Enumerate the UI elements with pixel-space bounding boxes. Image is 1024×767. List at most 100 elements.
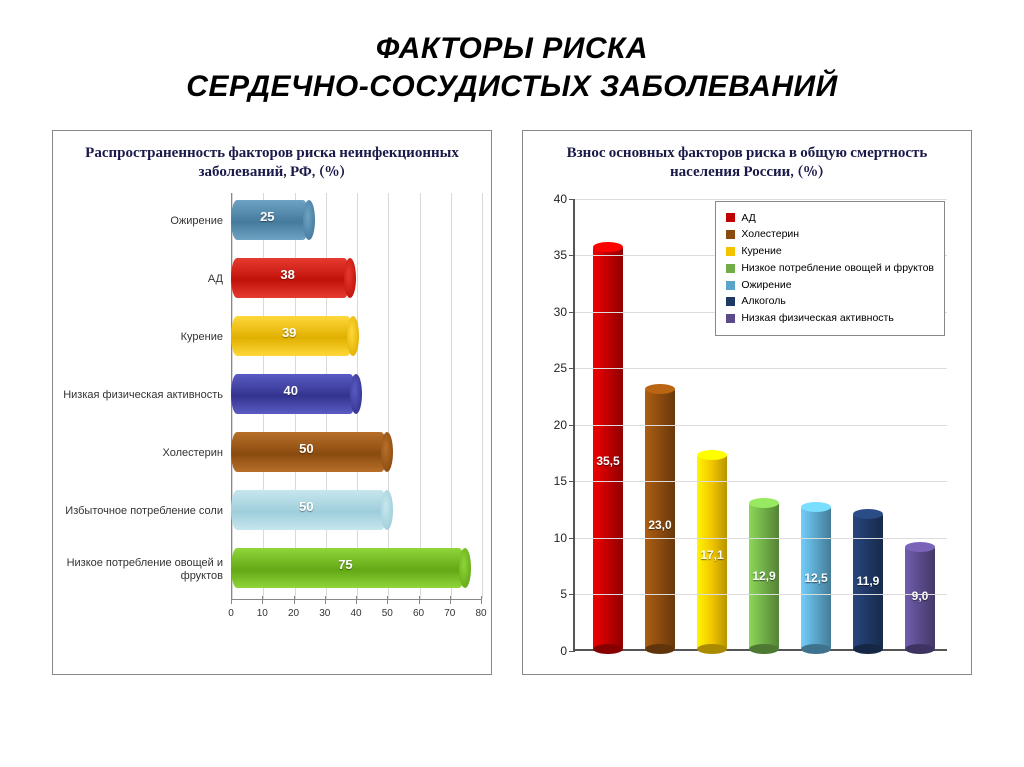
legend-swatch	[726, 213, 735, 222]
right-chart-title: Взнос основных факторов риска в общую см…	[533, 143, 961, 181]
right-gridline	[575, 368, 947, 369]
left-bar-row: Низкая физическая активность40	[63, 367, 481, 425]
legend-label: Холестерин	[741, 226, 799, 243]
legend-item: Низкая физическая активность	[726, 310, 934, 327]
right-y-tick-label: 30	[533, 305, 567, 319]
legend-label: Ожирение	[741, 277, 791, 294]
right-y-tick-label: 10	[533, 531, 567, 545]
left-x-tick-label: 40	[350, 608, 361, 619]
legend-item: АД	[726, 210, 934, 227]
left-bar-value: 25	[260, 209, 274, 224]
legend-label: Низкое потребление овощей и фруктов	[741, 260, 934, 277]
left-chart-x-axis: 01020304050607080	[231, 599, 481, 624]
right-y-tick-label: 40	[533, 192, 567, 206]
right-gridline	[575, 199, 947, 200]
left-bar-row: Избыточное потребление соли 50	[63, 483, 481, 541]
right-gridline	[575, 538, 947, 539]
right-bar-value: 23,0	[645, 518, 675, 532]
left-bar-row: Ожирение 25	[63, 193, 481, 251]
left-gridline	[482, 193, 483, 599]
left-x-tick-label: 20	[288, 608, 299, 619]
legend-swatch	[726, 297, 735, 306]
right-y-tick-label: 25	[533, 361, 567, 375]
legend-swatch	[726, 264, 735, 273]
right-gridline	[575, 594, 947, 595]
legend-label: Курение	[741, 243, 781, 260]
right-bar-wrap: 23,0	[645, 389, 675, 649]
right-bar-value: 35,5	[593, 454, 623, 468]
legend-swatch	[726, 314, 735, 323]
right-bar-value: 12,5	[801, 571, 831, 585]
right-bar-wrap: 9,0	[905, 547, 935, 649]
legend-label: Низкая физическая активность	[741, 310, 894, 327]
left-bar-value: 50	[299, 499, 313, 514]
right-bar-wrap: 11,9	[853, 514, 883, 648]
left-bar-row: Курение 39	[63, 309, 481, 367]
left-chart: Ожирение 25 АД 38 Курение 39 Низкая физическая…	[63, 193, 481, 624]
left-bar-value: 50	[299, 441, 313, 456]
left-x-tick-label: 0	[228, 608, 234, 619]
slide-title: ФАКТОРЫ РИСКАСЕРДЕЧНО-СОСУДИСТЫХ ЗАБОЛЕВ…	[40, 30, 984, 105]
legend-item: Алкоголь	[726, 293, 934, 310]
legend-item: Курение	[726, 243, 934, 260]
left-bar-label: Курение	[63, 331, 231, 344]
right-chart-plot: АДХолестеринКурениеНизкое потребление ов…	[573, 199, 947, 651]
right-y-tick-label: 35	[533, 248, 567, 262]
left-bar-row: Низкое потребление овощей и фруктов 75	[63, 541, 481, 599]
left-bar-label: Ожирение	[63, 215, 231, 228]
left-x-tick-label: 80	[475, 608, 486, 619]
left-chart-title: Распространенность факторов риска неинфе…	[63, 143, 481, 181]
left-x-tick-label: 60	[413, 608, 424, 619]
right-gridline	[575, 425, 947, 426]
left-bar-label: Холестерин	[63, 447, 231, 460]
left-x-tick-label: 30	[319, 608, 330, 619]
right-bar	[593, 247, 623, 648]
right-bar-value: 17,1	[697, 548, 727, 562]
left-bar-label: Избыточное потребление соли	[63, 505, 231, 518]
right-bar-value: 9,0	[905, 589, 935, 603]
left-bar-row: Холестерин 50	[63, 425, 481, 483]
left-bar-label: АД	[63, 273, 231, 286]
left-bar-cap	[303, 200, 315, 240]
left-bar-cap	[459, 548, 471, 588]
left-bar-row: АД 38	[63, 251, 481, 309]
left-chart-panel: Распространенность факторов риска неинфе…	[52, 130, 492, 675]
right-gridline	[575, 481, 947, 482]
right-bar-wrap: 17,1	[697, 455, 727, 648]
right-bar-wrap: 35,5	[593, 247, 623, 648]
legend-item: Ожирение	[726, 277, 934, 294]
left-bar-value: 38	[280, 267, 294, 282]
legend-label: Алкоголь	[741, 293, 786, 310]
right-chart-legend: АДХолестеринКурениеНизкое потребление ов…	[715, 201, 945, 337]
left-x-tick-label: 70	[444, 608, 455, 619]
right-bar-wrap: 12,9	[749, 503, 779, 649]
panels-row: Распространенность факторов риска неинфе…	[40, 130, 984, 675]
right-chart: 0510152025303540 АДХолестеринКурениеНизк…	[533, 193, 961, 673]
left-bar-value: 75	[338, 557, 352, 572]
left-bar-label: Низкое потребление овощей и фруктов	[63, 557, 231, 582]
legend-swatch	[726, 247, 735, 256]
legend-swatch	[726, 281, 735, 290]
legend-item: Низкое потребление овощей и фруктов	[726, 260, 934, 277]
left-bar-cap	[350, 374, 362, 414]
legend-item: Холестерин	[726, 226, 934, 243]
right-y-tick-label: 15	[533, 474, 567, 488]
right-chart-panel: Взнос основных факторов риска в общую см…	[522, 130, 972, 675]
left-bar-cap	[344, 258, 356, 298]
left-x-tick-label: 10	[257, 608, 268, 619]
right-y-tick-label: 5	[533, 587, 567, 601]
left-chart-rows: Ожирение 25 АД 38 Курение 39 Низкая физическая…	[63, 193, 481, 599]
left-x-tick-label: 50	[382, 608, 393, 619]
right-bar-wrap: 12,5	[801, 507, 831, 648]
left-bar-value: 39	[282, 325, 296, 340]
right-bar-value: 12,9	[749, 569, 779, 583]
right-bar-value: 11,9	[853, 574, 883, 588]
right-y-tick-label: 0	[533, 644, 567, 658]
legend-swatch	[726, 230, 735, 239]
right-y-tick-label: 20	[533, 418, 567, 432]
legend-label: АД	[741, 210, 755, 227]
left-bar-cap	[381, 432, 393, 472]
left-bar-cap	[347, 316, 359, 356]
left-bar-label: Низкая физическая активность	[63, 389, 231, 402]
left-bar-cap	[381, 490, 393, 530]
